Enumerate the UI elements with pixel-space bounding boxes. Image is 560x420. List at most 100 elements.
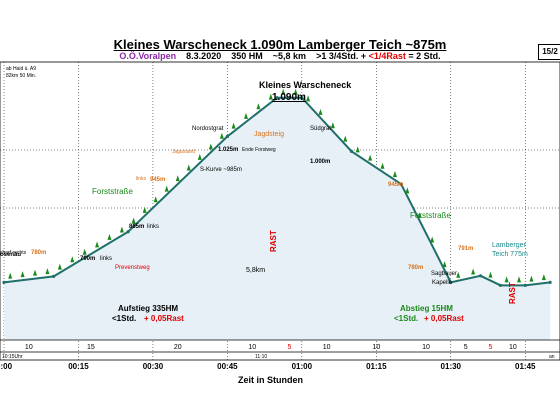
segment-label-7: 10 [422, 344, 430, 351]
elevation-point-4 [275, 96, 279, 100]
tour-date: 8.3.2020 [186, 51, 222, 61]
teich-label: Teich 775m [492, 251, 528, 258]
tree-icon [268, 93, 273, 100]
tree-icon [95, 241, 100, 248]
x-tick-7: 01:45 [515, 362, 536, 371]
elev-945-up: 945m [150, 177, 165, 183]
suedgrat-label: Südgrat [310, 126, 331, 132]
x-tick-2: 00:30 [143, 362, 164, 371]
sagbauer-label: Sagbauer [431, 271, 457, 277]
tree-icon [45, 268, 50, 275]
area-layer [2, 96, 552, 340]
tour-distance: ~5,8 km [272, 51, 307, 61]
x-tick-labels: 0:00 00:15 00:30 00:45 01:00 01:15 01:30 01:45 [0, 362, 536, 371]
elev-1025: 1.025m [218, 147, 238, 153]
ende-forstweg: Ende Forstweg [242, 147, 276, 153]
x-tick-1: 00:15 [68, 362, 89, 371]
tree-icon [142, 206, 147, 213]
elev-790: 790m [80, 256, 95, 262]
tree-icon [456, 271, 461, 278]
tree-icon [107, 233, 112, 240]
elev-780-end: 780m [408, 265, 423, 271]
abstieg-rest: + 0,05Rast [424, 314, 464, 323]
tree-icon [197, 153, 202, 160]
elev-791: 791m [458, 246, 473, 252]
s-kurve-label: S-Kurve ~985m [200, 167, 242, 173]
group-name: O.Ö.Voralpen [119, 51, 177, 61]
elev-1000: 1.000m [310, 159, 330, 165]
x-tick-3: 00:45 [217, 362, 238, 371]
tree-icon [343, 135, 348, 142]
segment-label-6: 10 [372, 344, 380, 351]
tree-icon [219, 132, 224, 139]
x-axis-label: Zeit in Stunden [238, 375, 303, 385]
tree-icon [442, 261, 447, 268]
abstieg-time: <1Std. [394, 314, 418, 323]
tour-time: >1 3/4Std. + [316, 51, 367, 61]
lamberger-label: Lamberger [492, 242, 527, 249]
tree-icon [380, 162, 385, 169]
tree-markers [8, 88, 546, 283]
elev-865: 865m [129, 224, 144, 230]
tree-icon [20, 271, 25, 278]
tree-icon [153, 196, 158, 203]
tree-icon [119, 226, 124, 233]
segment-label-5: 10 [323, 344, 331, 351]
tree-icon [82, 248, 87, 255]
tree-icon [231, 122, 236, 129]
kapelle-label: Kapelle [432, 280, 453, 286]
x-tick-5: 01:15 [366, 362, 387, 371]
tree-icon [355, 146, 360, 153]
segment-label-10: 10 [509, 344, 517, 351]
elevation-point-10 [498, 283, 503, 287]
jagastand-label: Jagastand [172, 149, 195, 155]
tree-icon [281, 88, 286, 95]
tree-icon [70, 256, 75, 263]
aufstieg-time: <1Std. [112, 314, 136, 323]
tree-icon [517, 276, 522, 283]
segment-row: 10 15 20 10 5 10 10 10 5 5 10 [0, 339, 560, 353]
segment-label-8: 5 [464, 344, 468, 351]
tree-icon [8, 272, 13, 279]
tree-icon [293, 88, 298, 95]
elevation-point-0 [2, 280, 6, 284]
segment-label-1: 15 [87, 344, 95, 351]
elevation-point-2 [126, 230, 130, 234]
start-place: osenau [0, 252, 21, 258]
plot-frame [0, 61, 560, 361]
tour-total: = 2 Std. [408, 51, 441, 61]
tree-icon [405, 187, 410, 194]
nordostgrat-label: Nordostgrat [192, 126, 224, 132]
links-790: links [100, 256, 112, 262]
tree-icon [256, 103, 261, 110]
peak-time: 11:10 [255, 354, 267, 360]
tree-icon [33, 269, 38, 276]
start-left: charf rechts [0, 250, 27, 256]
elev-945-down: 945m [388, 182, 403, 188]
rast-label-1: RAST [269, 230, 278, 252]
page-indicator: 15/2 [538, 44, 560, 60]
tour-hm: 350 HM [231, 51, 263, 61]
tour-rest: <1/4Rast [368, 51, 406, 61]
start-time: 10:15Uhr [2, 354, 23, 360]
rast-label-2: RAST [508, 282, 517, 304]
tree-icon [417, 211, 422, 218]
start-note-1: ab Haid ü. A9 [6, 66, 36, 72]
abstieg-label: Abstieg 15HM [400, 304, 453, 313]
tree-icon [488, 271, 493, 278]
tree-icon [208, 143, 213, 150]
peak-elev: 1.090m [272, 92, 306, 103]
segment-label-0: 10 [25, 344, 33, 351]
tree-icon [541, 274, 546, 281]
tree-icon [471, 268, 476, 275]
segment-label-9: 5 [489, 344, 493, 351]
elevation-point-5 [300, 96, 304, 100]
segment-label-4: 5 [287, 344, 291, 351]
prevent-label: Prevenstweg [115, 265, 150, 271]
tree-icon [186, 164, 191, 171]
forststrasse-2: Forststraße [410, 211, 451, 220]
chart-title: Kleines Warscheneck 1.090m Lamberger Tei… [113, 37, 447, 52]
aufstieg-rest: + 0,05Rast [144, 314, 184, 323]
elevation-area [4, 97, 551, 340]
